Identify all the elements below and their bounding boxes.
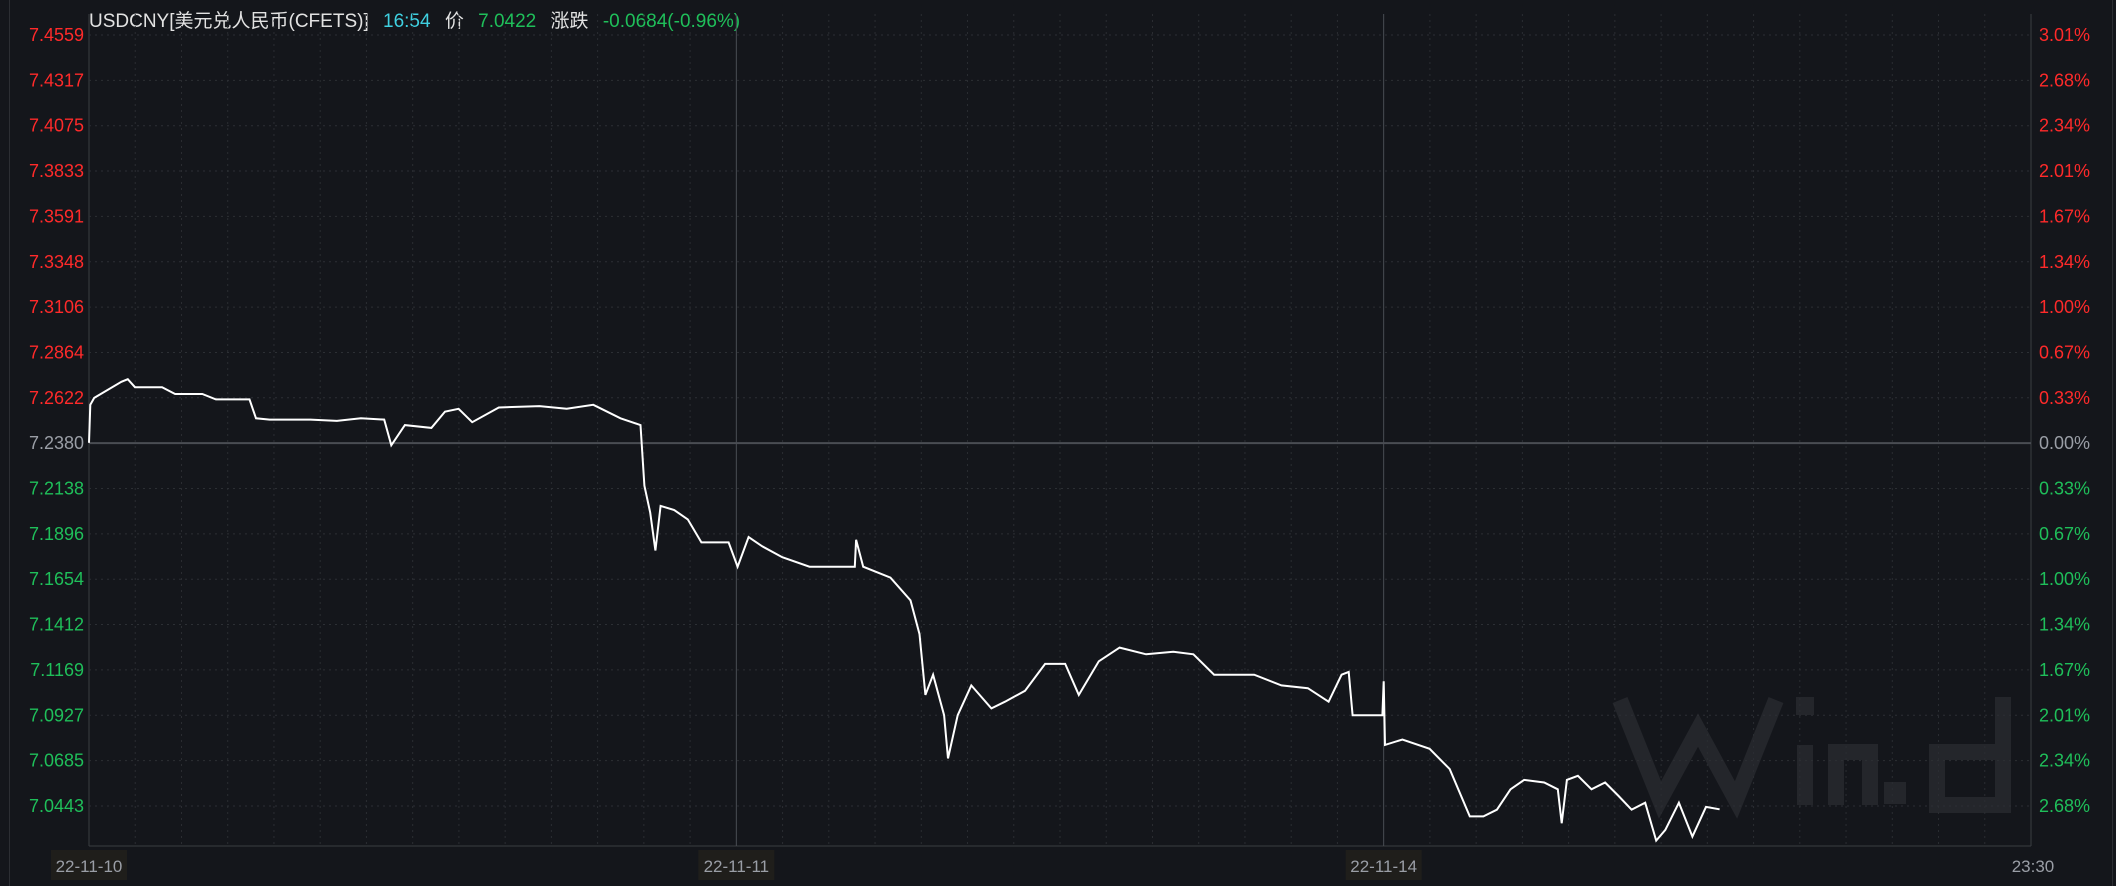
- y-tick-label-left: 7.2622: [29, 388, 84, 408]
- x-tick-label-bg: [1345, 850, 1422, 880]
- change-value: -0.0684(-0.96%): [602, 11, 741, 32]
- y-tick-label-right: 2.34%: [2039, 751, 2090, 771]
- x-tick-label: 22-11-10: [56, 857, 123, 876]
- y-tick-label-right: 1.67%: [2039, 206, 2090, 226]
- y-tick-label-left: 7.3833: [29, 161, 84, 181]
- y-tick-label-right: 1.34%: [2039, 615, 2090, 635]
- y-tick-label-left: 7.1654: [29, 569, 84, 589]
- y-tick-label-right: 0.33%: [2039, 388, 2090, 408]
- y-tick-label-left: 7.3591: [29, 206, 84, 226]
- x-tick-label-bg: [51, 850, 127, 880]
- y-tick-label-right: 0.67%: [2039, 524, 2090, 544]
- y-tick-label-right: 1.67%: [2039, 660, 2090, 680]
- watermark-letter-w: [1612, 697, 1784, 819]
- y-tick-label-left: 7.2864: [29, 342, 84, 362]
- watermark-letter-d: [1929, 697, 2011, 813]
- y-tick-label-right: 1.34%: [2039, 252, 2090, 272]
- watermark-dot: [1884, 782, 1906, 804]
- y-tick-label-right: 1.00%: [2039, 297, 2090, 317]
- y-tick-label-left: 7.0443: [29, 796, 84, 816]
- y-tick-label-left: 7.1896: [29, 524, 84, 544]
- y-tick-label-right: 2.68%: [2039, 796, 2090, 816]
- y-tick-label-right: 1.00%: [2039, 569, 2090, 589]
- y-tick-label-right: 0.33%: [2039, 479, 2090, 499]
- y-tick-label-left: 7.3106: [29, 297, 84, 317]
- y-tick-label-left: 7.2380: [29, 433, 84, 453]
- y-tick-label-right: 2.01%: [2039, 705, 2090, 725]
- y-tick-label-left: 7.1169: [30, 660, 84, 680]
- y-tick-label-right: 2.34%: [2039, 116, 2090, 136]
- y-tick-label-right: 3.01%: [2039, 25, 2090, 45]
- price-line: [88, 378, 1720, 843]
- watermark-letter-n: [1828, 744, 1878, 805]
- price-value: 7.0422: [478, 11, 537, 32]
- symbol-name: USDCNY[美元兑人民币(CFETS)]: [89, 11, 369, 32]
- y-tick-label-left: 7.1412: [29, 615, 84, 635]
- y-tick-label-left: 7.4075: [29, 116, 84, 136]
- y-tick-label-right: 0.00%: [2039, 433, 2090, 453]
- x-tick-label: 22-11-11: [704, 857, 770, 876]
- change-label: 涨跌: [550, 11, 589, 32]
- x-tick-label-bg: [698, 850, 775, 880]
- y-tick-label-left: 7.0685: [29, 751, 84, 771]
- chart-frame: [9, 0, 2113, 886]
- y-tick-label-left: 7.0927: [29, 705, 84, 725]
- watermark-letter-i-dot: [1796, 697, 1814, 715]
- quote-time: 16:54: [383, 11, 431, 32]
- x-tick-label: 23:30: [2012, 857, 2055, 876]
- y-tick-label-left: 7.2138: [29, 479, 84, 499]
- x-tick-label: 22-11-14: [1350, 857, 1417, 876]
- y-tick-label-right: 2.68%: [2039, 70, 2090, 90]
- quote-header: USDCNY[美元兑人民币(CFETS)] 16:54 价 7.0422 涨跌 …: [89, 6, 749, 33]
- y-tick-label-right: 2.01%: [2039, 161, 2090, 181]
- y-tick-label-left: 7.4317: [29, 70, 84, 90]
- y-tick-label-left: 7.3348: [29, 252, 84, 272]
- y-tick-label-right: 0.67%: [2039, 342, 2090, 362]
- y-tick-label-left: 7.4559: [29, 25, 84, 45]
- watermark-logo: [1612, 697, 2011, 819]
